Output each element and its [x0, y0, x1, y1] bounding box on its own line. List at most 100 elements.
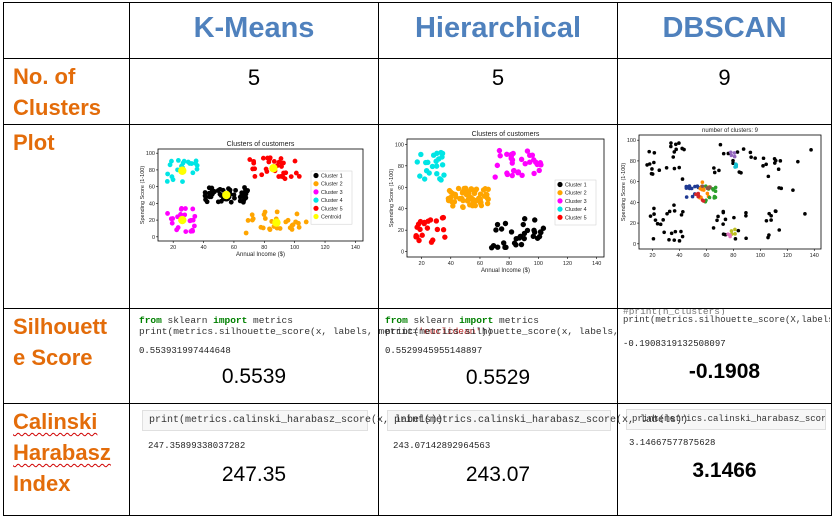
row-label-clusters: No. of Clusters — [3, 58, 130, 125]
data-point — [170, 177, 176, 183]
code-text: print(metrics.silhouette_score(x, labels… — [385, 326, 617, 337]
data-point — [764, 162, 768, 167]
silhouette-raw-output: 0.553931997444648 — [139, 346, 231, 356]
data-point — [700, 184, 705, 188]
data-point — [680, 146, 684, 151]
calinski-value-dbscan: 3.1466 — [692, 459, 757, 482]
data-point — [433, 163, 440, 169]
data-point — [672, 203, 676, 207]
code-text: metrics — [493, 315, 539, 326]
code-import: from sklearn import metrics — [385, 315, 617, 326]
data-point — [531, 227, 537, 233]
data-point — [652, 150, 657, 155]
data-point — [521, 235, 527, 242]
x-tick-label: 140 — [351, 245, 360, 251]
code-cut-line: #print(n_clusters) — [623, 309, 726, 315]
data-point — [537, 160, 544, 166]
data-point — [168, 216, 174, 222]
data-point — [493, 227, 499, 233]
data-point — [648, 214, 653, 218]
data-point — [761, 156, 766, 161]
header-dbscan: DBSCAN — [617, 2, 832, 59]
y-tick-label: 40 — [398, 207, 404, 213]
data-point — [531, 170, 537, 177]
x-tick-label: 20 — [419, 261, 425, 267]
data-point — [425, 159, 431, 166]
data-point — [744, 236, 748, 241]
row-label-calinski-line1: Calinski — [13, 406, 129, 437]
y-tick-label: 100 — [627, 138, 636, 144]
data-point — [791, 188, 795, 192]
legend-label: Cluster 4 — [565, 207, 587, 213]
spellcheck-word: Harabasz — [13, 440, 111, 465]
data-point — [296, 173, 302, 179]
data-point — [167, 162, 173, 168]
code-text: )) — [481, 326, 493, 337]
data-point — [292, 158, 298, 164]
data-point — [252, 166, 258, 172]
data-point — [679, 229, 683, 234]
data-point — [513, 242, 519, 248]
data-point — [249, 212, 255, 218]
code-calinski: print(metrics.calinski_harabasz_score(x,… — [632, 414, 826, 424]
data-point — [673, 229, 678, 234]
header-hierarchical: Hierarchical — [378, 2, 618, 59]
data-point — [434, 150, 440, 157]
data-point — [728, 234, 732, 239]
data-point — [748, 150, 753, 155]
data-point — [674, 147, 678, 152]
data-point — [718, 142, 723, 147]
data-point — [496, 147, 503, 154]
data-point — [450, 203, 456, 209]
data-point — [209, 185, 215, 191]
data-point — [502, 220, 509, 227]
data-point — [417, 173, 423, 179]
data-point — [515, 170, 521, 176]
data-point — [669, 144, 673, 149]
calinski-dbscan: print(metrics.calinski_harabasz_score(x,… — [617, 403, 832, 516]
data-point — [540, 225, 547, 231]
legend-label: Cluster 4 — [321, 198, 343, 204]
data-point — [442, 234, 448, 240]
dbscan-scatter-plot: number of clusters: 9 20 40 60 80 100 120 140 0 2… — [621, 128, 822, 259]
code-import: from sklearn import metrics — [139, 315, 378, 326]
data-point — [164, 178, 170, 184]
row-label-silhouette: Silhouett e Score — [3, 308, 130, 404]
data-point — [673, 142, 678, 147]
code-cell: print(metrics.calinski_harabasz_score(x,… — [142, 410, 443, 431]
calinski-raw-output: 247.35899338037282 — [148, 441, 246, 451]
code-text: metrics — [247, 315, 293, 326]
data-point — [522, 216, 528, 222]
data-point — [715, 218, 719, 223]
data-point — [534, 235, 541, 241]
x-tick-label: 100 — [534, 261, 543, 267]
legend-label: Cluster 5 — [321, 206, 343, 212]
data-point — [733, 237, 738, 241]
data-point — [478, 202, 485, 209]
data-point — [520, 221, 526, 228]
legend-marker — [557, 181, 563, 188]
data-point — [252, 174, 258, 179]
data-point — [653, 218, 658, 222]
silhouette-raw-output: 0.5529945955148897 — [385, 346, 483, 356]
data-point — [509, 160, 515, 166]
data-point — [712, 194, 717, 199]
data-point — [203, 194, 209, 200]
row-label-plot: Plot — [3, 124, 130, 309]
data-point — [665, 211, 669, 216]
row-label-clusters-line2: Clusters — [13, 95, 102, 120]
data-point — [169, 158, 174, 164]
data-point — [250, 217, 255, 223]
y-axis-label: Spending Score (1-100) — [140, 166, 146, 225]
data-point — [283, 170, 289, 176]
code-kw: from — [385, 315, 408, 326]
code-text: sklearn — [407, 315, 460, 326]
data-point — [282, 176, 288, 182]
data-point — [245, 218, 251, 223]
data-point — [175, 157, 181, 163]
data-point — [274, 209, 280, 215]
data-point — [484, 191, 490, 198]
data-point — [803, 212, 807, 216]
data-point — [457, 195, 463, 202]
data-point — [267, 227, 273, 233]
